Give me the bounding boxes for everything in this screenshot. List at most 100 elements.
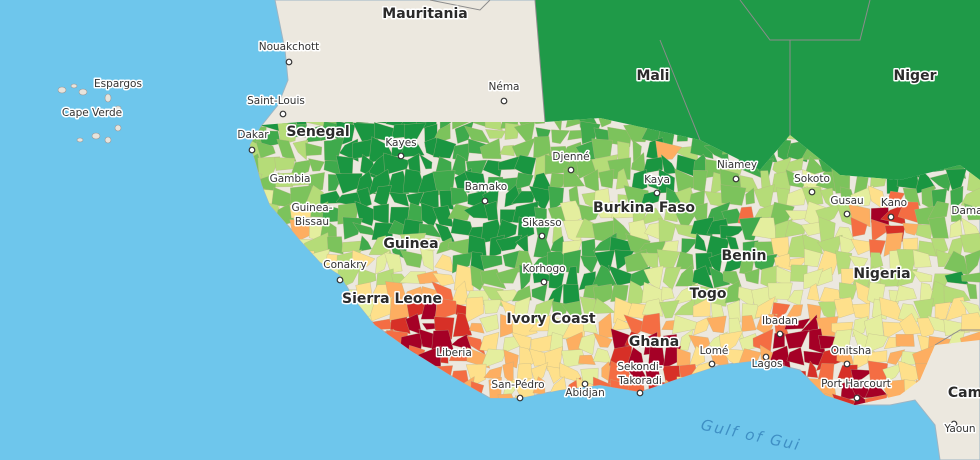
city-label: Takoradi	[617, 375, 662, 387]
region-cell	[687, 345, 706, 371]
city-dot	[843, 210, 851, 218]
city-dot	[397, 152, 405, 160]
borders	[429, 0, 980, 346]
region-cell	[479, 138, 502, 160]
region-cell	[469, 322, 485, 334]
region-cell	[447, 203, 473, 221]
city-dot	[540, 278, 548, 286]
city-label: Saint-Louis	[247, 95, 305, 107]
region-cell	[867, 350, 888, 364]
region-cell	[719, 225, 746, 241]
region-cell	[644, 362, 661, 386]
region-cell	[511, 285, 532, 302]
region-cell	[483, 299, 502, 314]
city-label: Lomé	[700, 345, 729, 357]
region-cell	[609, 236, 634, 254]
region-cell	[480, 268, 507, 289]
region-cell	[886, 349, 906, 365]
city-label: Sikasso	[522, 217, 561, 229]
region-cell	[452, 312, 473, 337]
region-cell	[628, 219, 650, 241]
region-cell	[692, 297, 711, 318]
city-dot	[950, 420, 958, 428]
region-cell	[384, 252, 403, 274]
region-cell	[960, 186, 980, 210]
city-label: Bamako	[465, 181, 507, 193]
region-cell	[496, 266, 521, 284]
city-label: Sokoto	[794, 173, 830, 185]
city-label: Sekondi-	[617, 361, 662, 373]
region-cell	[786, 347, 805, 366]
region-cell	[895, 285, 917, 302]
city-label: San-Pédro	[491, 379, 544, 391]
region-cell	[658, 217, 677, 243]
region-cell	[641, 298, 664, 317]
region-cell	[465, 296, 485, 323]
region-cell	[358, 235, 372, 252]
region-cell	[852, 303, 870, 319]
city-label: Kaya	[644, 174, 670, 186]
region-cell	[880, 266, 902, 287]
region-cell	[902, 222, 922, 236]
region-cell	[886, 190, 906, 204]
region-cell	[578, 332, 596, 355]
region-cell	[720, 184, 747, 206]
region-cell	[371, 222, 393, 240]
region-cell	[549, 172, 567, 191]
region-cell	[655, 140, 683, 160]
region-cell	[784, 304, 804, 321]
city-label: Port Harcourt	[821, 378, 891, 390]
region-cell	[934, 301, 952, 321]
region-cell	[950, 185, 964, 212]
region-cell	[531, 284, 548, 302]
region-cell	[255, 141, 276, 159]
region-cell	[419, 153, 433, 170]
region-cell	[786, 186, 808, 207]
city-label: Dama	[951, 205, 980, 217]
region-cell	[342, 216, 363, 240]
region-cell	[673, 297, 696, 316]
region-cell	[597, 118, 613, 128]
region-cell	[289, 204, 313, 219]
region-cell	[511, 137, 536, 157]
region-cell	[607, 360, 632, 385]
region-cell	[966, 283, 978, 300]
city-label: Lagos	[752, 358, 783, 370]
region-cell	[863, 333, 889, 355]
region-cell	[739, 216, 763, 241]
region-cell	[850, 216, 868, 237]
region-cell	[611, 318, 630, 331]
region-cell	[308, 158, 325, 172]
city-label: Liberia	[436, 347, 472, 359]
region-cell	[883, 232, 903, 257]
region-cell	[513, 296, 531, 323]
city-label: Ibadan	[762, 315, 798, 327]
country-label: Mauritania	[382, 6, 467, 22]
region-cell	[960, 312, 980, 333]
city-label: Bissau	[295, 216, 329, 228]
region-cell	[514, 172, 534, 190]
region-cell	[707, 287, 729, 307]
city-dot	[567, 166, 575, 174]
country-label: Burkina Faso	[593, 200, 695, 216]
region-cell	[786, 234, 807, 258]
region-cell	[518, 264, 532, 292]
region-cell	[723, 254, 746, 275]
region-cell	[593, 332, 613, 348]
region-cell	[305, 142, 323, 156]
region-cell	[927, 201, 949, 220]
region-cell	[578, 354, 596, 365]
city-label: Dakar	[237, 129, 269, 141]
country-label: Mali	[637, 68, 670, 84]
region-cell	[659, 300, 680, 319]
city-label: Djenné	[552, 151, 589, 163]
region-cell	[581, 238, 596, 258]
region-cell	[274, 157, 296, 171]
region-cell	[817, 363, 835, 383]
region-cell	[817, 266, 833, 287]
region-cell	[964, 249, 980, 276]
region-cell	[499, 144, 515, 157]
city-dot	[538, 232, 546, 240]
region-cell	[867, 360, 888, 388]
region-cell	[550, 146, 570, 161]
